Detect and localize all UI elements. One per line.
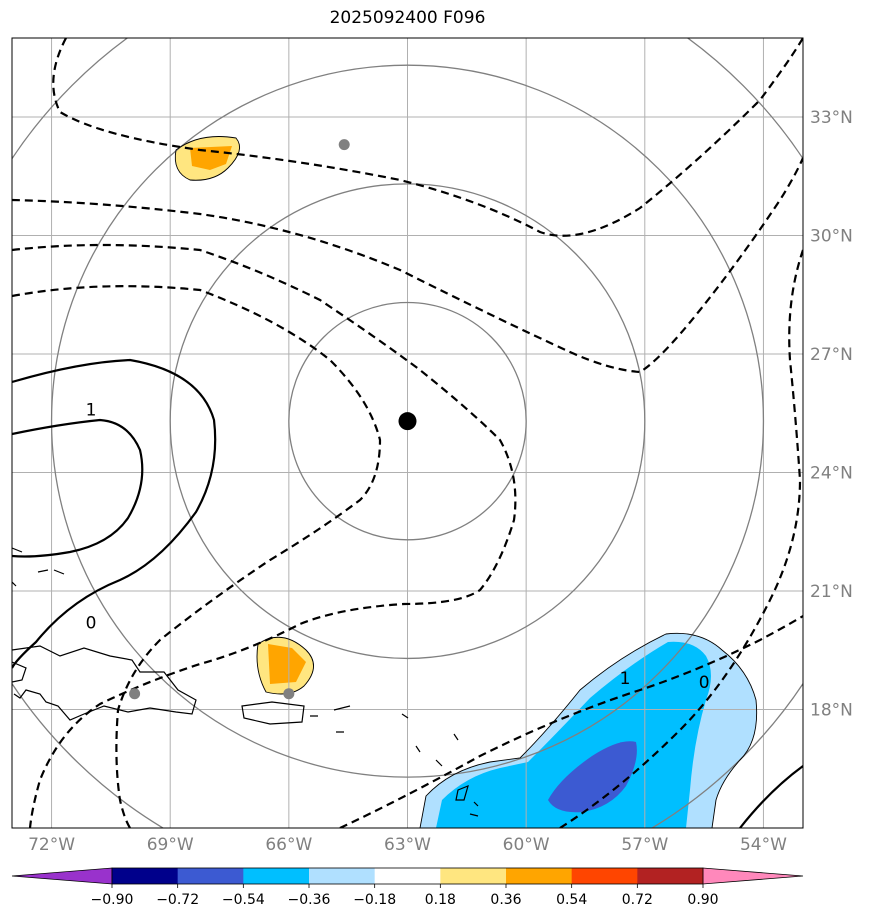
longitude-label: 63°W: [384, 835, 431, 855]
longitude-label: 69°W: [147, 835, 194, 855]
range-ring: [50, 64, 765, 778]
latitude-label: 21°N: [810, 582, 853, 602]
longitude-label: 57°W: [621, 835, 668, 855]
colorbar-tick-label: −0.72: [156, 892, 199, 908]
latitude-label: 33°N: [810, 108, 853, 128]
contour-label: 0: [86, 614, 97, 634]
colorbar-tick-label: 0.90: [687, 892, 718, 908]
station-dot: [338, 139, 350, 151]
station-dots: [129, 139, 350, 700]
longitude-tick-labels: 72°W 69°W 66°W 63°W 60°W 57°W 54°W: [28, 835, 787, 855]
dashed-contours: [12, 38, 803, 828]
colorbar-tick-label: 0.18: [425, 892, 456, 908]
colorbar-max-extension: [702, 867, 804, 885]
coastlines: [12, 547, 479, 817]
map-gridlines: [12, 38, 803, 828]
contour-label: 1: [86, 400, 97, 420]
colorbar-tick-label: −0.54: [222, 892, 265, 908]
colorbar-swatch: [177, 868, 244, 884]
latitude-label: 27°N: [810, 345, 853, 365]
colorbar-tick-label: −0.36: [288, 892, 331, 908]
range-ring: [169, 183, 646, 660]
colorbar: −0.90 −0.72 −0.54 −0.36 −0.18 0.18 0.36 0.54 0.7…: [11, 867, 804, 908]
station-dot: [283, 688, 295, 700]
range-ring: [288, 301, 527, 541]
colorbar-swatch: [243, 868, 310, 884]
colorbar-min-extension: [11, 867, 113, 885]
colorbar-tick-label: 0.54: [556, 892, 587, 908]
plot-title: 2025092400 F096: [329, 8, 486, 28]
map-frame: [11, 37, 804, 829]
contour-labels: 1 0 1 0: [86, 400, 710, 693]
range-ring: [12, 38, 803, 828]
latitude-label: 18°N: [810, 701, 853, 721]
longitude-label: 66°W: [265, 835, 312, 855]
storm-center-marker: [398, 412, 417, 431]
colorbar-tick-label: −0.18: [353, 892, 396, 908]
solid-contours: [12, 358, 803, 828]
station-dot: [129, 688, 141, 700]
colorbar-swatch: [506, 868, 573, 884]
latitude-label: 30°N: [810, 227, 853, 247]
range-rings: [12, 38, 803, 828]
colorbar-swatch: [309, 868, 376, 884]
latitude-tick-labels: 33°N 30°N 27°N 24°N 21°N 18°N: [810, 108, 853, 721]
longitude-label: 72°W: [28, 835, 75, 855]
colorbar-swatch: [440, 868, 507, 884]
colorbar-tick-label: −0.90: [91, 892, 134, 908]
shaded-field: [175, 136, 757, 828]
latitude-label: 24°N: [810, 464, 853, 484]
colorbar-tick-label: 0.72: [622, 892, 653, 908]
colorbar-swatch: [637, 868, 704, 884]
longitude-label: 60°W: [503, 835, 550, 855]
colorbar-swatch: [374, 868, 441, 884]
contour-label: 0: [699, 673, 710, 693]
longitude-label: 54°W: [740, 835, 787, 855]
colorbar-tick-label: 0.36: [490, 892, 521, 908]
colorbar-swatch: [112, 868, 179, 884]
colorbar-swatch: [571, 868, 638, 884]
contour-label: 1: [620, 669, 631, 689]
